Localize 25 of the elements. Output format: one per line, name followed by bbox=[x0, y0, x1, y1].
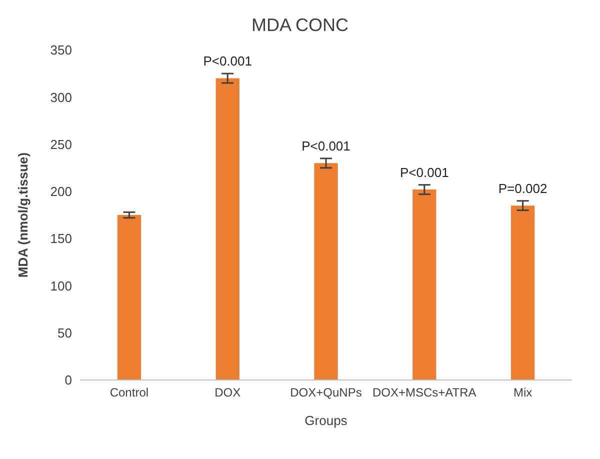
bar bbox=[412, 190, 436, 380]
y-axis-title: MDA (nmol/g.tissue) bbox=[16, 152, 31, 278]
bar bbox=[314, 163, 338, 380]
y-tick-label: 350 bbox=[50, 42, 72, 58]
annotation: P<0.001 bbox=[400, 164, 449, 180]
annotation: P=0.002 bbox=[498, 180, 548, 196]
chart-title: MDA CONC bbox=[250, 14, 350, 37]
annotation: P<0.001 bbox=[203, 54, 252, 69]
x-tick-label: DOX+MSCs+ATRA bbox=[372, 386, 476, 400]
x-tick-label: Mix bbox=[513, 386, 532, 400]
x-tick-label: DOX+QuNPs bbox=[290, 386, 362, 400]
bar bbox=[510, 206, 535, 380]
y-tick-label: 100 bbox=[50, 278, 72, 294]
y-tick-label: 0 bbox=[64, 372, 72, 388]
x-tick-label: DOX bbox=[214, 386, 241, 400]
y-tick-label: 250 bbox=[50, 136, 72, 152]
y-tick-label: 150 bbox=[50, 231, 72, 246]
y-tick-label: 300 bbox=[50, 90, 72, 105]
x-axis-title: Groups bbox=[304, 413, 348, 428]
x-tick-label: Control bbox=[110, 386, 149, 400]
y-tick-label: 50 bbox=[58, 325, 72, 340]
bar bbox=[117, 215, 142, 380]
annotation: P<0.001 bbox=[302, 138, 350, 154]
y-tick-label: 200 bbox=[50, 184, 72, 200]
bar bbox=[216, 78, 240, 380]
